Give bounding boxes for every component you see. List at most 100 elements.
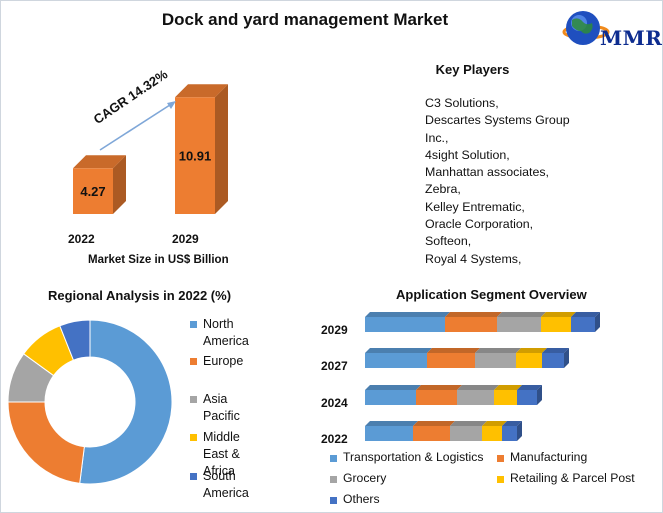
regional-legend-item: South America	[190, 468, 249, 502]
legend-label: Middle East & Africa	[203, 430, 240, 478]
regional-legend-item: Middle East & Africa	[190, 429, 240, 480]
legend-label: South America	[203, 469, 249, 500]
app-bar-2029	[365, 312, 600, 332]
app-segment-top	[365, 385, 421, 390]
app-segment-top	[542, 348, 569, 353]
app-segment	[494, 390, 517, 405]
legend-swatch	[497, 476, 504, 483]
app-segment	[365, 317, 445, 332]
legend-label: Grocery	[343, 471, 387, 485]
application-legend-item: Retailing & Parcel Post	[497, 471, 635, 485]
globe-icon	[562, 11, 610, 45]
key-player-line: Softeon,	[425, 234, 472, 249]
app-bar-2022	[365, 421, 522, 441]
app-segment-side	[595, 312, 600, 332]
app-segment-top	[497, 312, 546, 317]
app-bar-2027	[365, 348, 569, 368]
legend-swatch	[330, 455, 337, 462]
app-year-label: 2027	[321, 359, 348, 373]
app-segment	[541, 317, 571, 332]
legend-label: Others	[343, 492, 380, 506]
application-legend-item: Others	[330, 492, 380, 506]
market-year-2022: 2022	[68, 232, 95, 246]
app-segment	[517, 390, 537, 405]
key-players-list: C3 Solutions, Descartes Systems Group Inc.…	[425, 95, 570, 268]
app-segment-top	[413, 421, 455, 426]
app-segment	[427, 353, 475, 368]
app-segment	[416, 390, 457, 405]
app-year-label: 2022	[321, 432, 348, 446]
app-segment-top	[516, 348, 547, 353]
legend-swatch	[190, 473, 197, 480]
key-player-line: Descartes Systems Group	[425, 113, 570, 128]
legend-swatch	[190, 321, 197, 328]
app-segment	[365, 353, 427, 368]
application-title: Application Segment Overview	[396, 287, 587, 302]
legend-swatch	[190, 396, 197, 403]
market-bar-2029: 10.91	[175, 84, 228, 214]
regional-legend-item: Europe	[190, 353, 243, 370]
page-title: Dock and yard management Market	[161, 10, 449, 29]
app-year-label: 2029	[321, 323, 348, 337]
app-segment-top	[482, 421, 507, 426]
app-segment	[450, 426, 482, 441]
regional-title: Regional Analysis in 2022 (%)	[48, 288, 232, 303]
application-legend-item: Manufacturing	[497, 450, 587, 464]
app-segment-top	[365, 312, 450, 317]
legend-swatch	[190, 358, 197, 365]
app-segment-top	[450, 421, 487, 426]
app-segment-top	[457, 385, 499, 390]
app-segment-side	[537, 385, 542, 405]
app-bar-2024	[365, 385, 542, 405]
app-segment	[497, 317, 541, 332]
key-player-line: 4sight Solution,	[425, 147, 510, 162]
app-segment-top	[445, 312, 502, 317]
app-segment	[571, 317, 595, 332]
app-segment	[365, 390, 416, 405]
legend-label: Transportation & Logistics	[343, 450, 484, 464]
legend-label: Europe	[203, 354, 244, 368]
legend-label: Manufacturing	[510, 450, 588, 464]
legend-label: Retailing & Parcel Post	[510, 471, 635, 485]
key-player-line: Zebra,	[425, 182, 461, 197]
market-bar-2022: 4.27	[73, 155, 126, 214]
cagr-arrow	[99, 101, 176, 151]
app-segment	[475, 353, 516, 368]
app-segment-side	[564, 348, 569, 368]
app-segment-top	[365, 348, 432, 353]
market-value-label-2022: 4.27	[80, 184, 105, 199]
app-segment-top	[517, 385, 542, 390]
key-player-line: Inc.,	[425, 130, 449, 145]
app-segment-top	[365, 421, 418, 426]
legend-swatch	[330, 497, 337, 504]
key-player-line: Manhattan associates,	[425, 165, 549, 180]
app-segment	[365, 426, 413, 441]
regional-legend-item: Asia Pacific	[190, 391, 240, 425]
app-segment-top	[571, 312, 600, 317]
key-player-line: Kelley Entrematic,	[425, 199, 525, 214]
key-player-line: Oracle Corporation,	[425, 217, 534, 232]
app-segment	[445, 317, 497, 332]
legend-swatch	[330, 476, 337, 483]
app-segment	[516, 353, 542, 368]
application-legend-item: Grocery	[330, 471, 386, 485]
app-segment-top	[427, 348, 480, 353]
key-player-line: C3 Solutions,	[425, 96, 499, 110]
logo-text: MMR	[600, 26, 663, 50]
key-players-title: Key Players	[435, 62, 510, 77]
app-segment-top	[494, 385, 522, 390]
donut-slice-north-america	[79, 319, 173, 485]
app-segment-side	[517, 421, 522, 441]
app-segment-top	[416, 385, 462, 390]
app-segment-top	[541, 312, 576, 317]
application-legend-item: Transportation & Logistics	[330, 450, 483, 464]
app-segment-top	[475, 348, 521, 353]
legend-swatch	[190, 434, 197, 441]
app-segment	[502, 426, 517, 441]
market-size-caption: Market Size in US$ Billion	[88, 254, 229, 266]
legend-swatch	[497, 455, 504, 462]
app-segment	[457, 390, 494, 405]
